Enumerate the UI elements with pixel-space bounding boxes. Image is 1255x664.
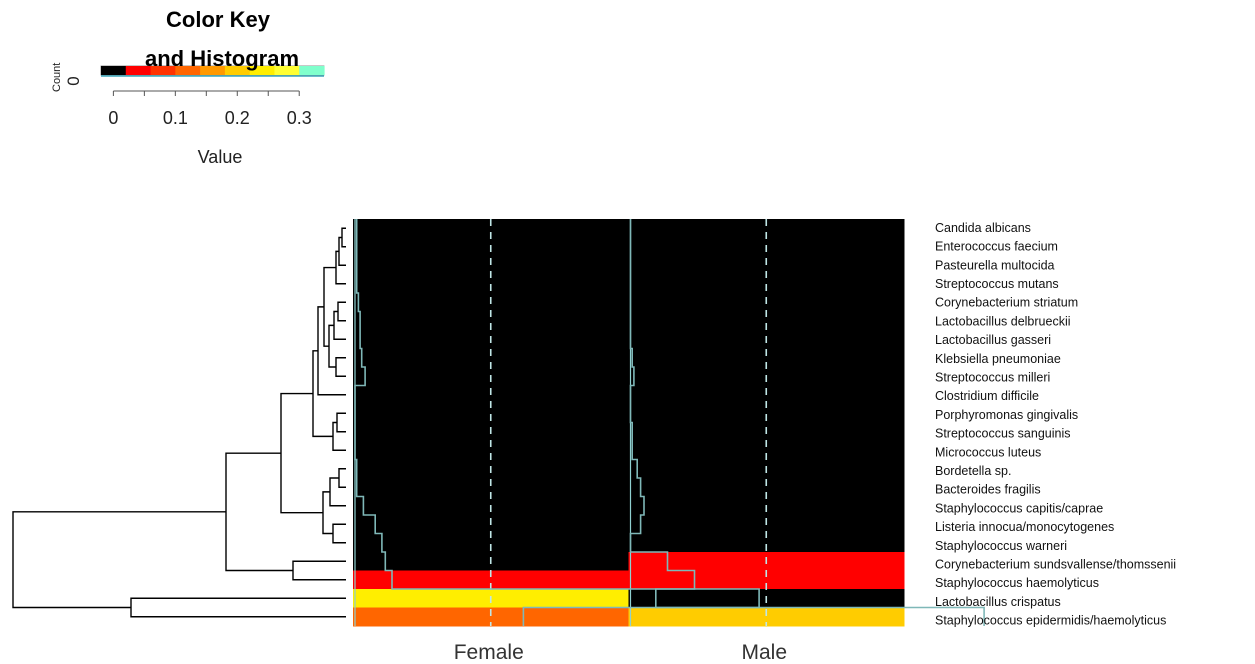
color-key-swatch — [175, 66, 201, 75]
heatmap-cell — [628, 570, 905, 590]
row-label: Candida albicans — [935, 221, 1031, 235]
column-label: Female — [454, 641, 524, 664]
dendrogram-branch — [335, 357, 346, 377]
dendrogram-branch — [292, 560, 346, 581]
row-label: Lactobacillus delbrueckii — [935, 314, 1071, 328]
color-key-swatch — [224, 66, 251, 75]
heatmap-cell — [628, 607, 905, 627]
color-key-tick-label: 0.1 — [163, 108, 188, 128]
column-trace-female — [354, 219, 760, 626]
color-key-count-label: Count — [51, 63, 63, 92]
color-key-swatch — [125, 66, 152, 75]
heatmap-cell — [353, 607, 629, 627]
column-labels: Female Male — [454, 641, 787, 664]
heatmap-cell — [353, 348, 629, 368]
row-label: Staphylococcus epidermidis/haemolyticus — [935, 614, 1166, 628]
row-label: Micrococcus luteus — [935, 445, 1041, 459]
heatmap-cell — [353, 441, 629, 460]
row-label: Streptococcus sanguinis — [935, 427, 1071, 441]
heatmap-cell — [628, 311, 905, 331]
row-label: Porphyromonas gingivalis — [935, 408, 1078, 422]
heatmap-cell — [353, 256, 629, 275]
row-label: Staphylococcus capitis/caprae — [935, 501, 1103, 515]
dendrogram-branch — [341, 227, 346, 248]
heatmap-cells — [353, 219, 905, 627]
color-key-value-label: Value — [198, 147, 243, 167]
dendrogram-branch — [337, 301, 346, 322]
heatmap-cell — [353, 311, 629, 331]
row-label: Listeria innocua/monocytogenes — [935, 520, 1114, 534]
dendrogram-branch — [333, 310, 346, 340]
heatmap-cell — [628, 478, 905, 497]
row-label: Klebsiella pneumoniae — [935, 352, 1061, 366]
row-dendrogram — [12, 227, 346, 618]
row-label: Streptococcus milleri — [935, 370, 1050, 384]
color-key-swatch — [200, 66, 226, 75]
color-key-tick-label: 0 — [108, 108, 118, 128]
row-label: Pasteurella multocida — [935, 258, 1055, 272]
row-label: Streptococcus mutans — [935, 277, 1059, 291]
color-key-swatch — [150, 66, 176, 75]
color-key-swatch — [101, 66, 127, 75]
row-label: Lactobacillus gasseri — [935, 333, 1051, 347]
row-label: Staphylococcus haemolyticus — [935, 576, 1099, 590]
dendrogram-branch — [329, 477, 346, 507]
dendrogram-branch — [130, 597, 346, 618]
color-key-swatch — [274, 66, 300, 75]
dendrogram-branch — [322, 491, 333, 535]
heatmap-cell — [353, 404, 629, 423]
dendrogram-branch — [335, 250, 346, 285]
heatmap-cell — [628, 219, 905, 238]
heatmap-cell — [353, 219, 629, 238]
row-label: Bacteroides fragilis — [935, 483, 1041, 497]
dendrogram-branch — [280, 392, 323, 514]
dendrogram-branch — [338, 468, 346, 488]
heatmap-traces — [354, 219, 985, 626]
row-label: Corynebacterium sundsvallense/thomssenii — [935, 557, 1176, 571]
heatmap-cell — [353, 533, 629, 553]
color-key-title-line2: and Histogram — [145, 46, 299, 71]
color-key-swatch — [299, 66, 325, 75]
color-key-count-zero: 0 — [64, 76, 83, 85]
heatmap-cell — [353, 478, 629, 497]
dendrogram-branch — [336, 412, 346, 433]
row-label: Lactobacillus crispatus — [935, 595, 1061, 609]
heatmap-cell — [353, 570, 629, 590]
dendrogram-branch — [225, 452, 293, 572]
dendrogram-branch — [328, 324, 336, 368]
heatmap-cell — [628, 256, 905, 275]
row-labels: Candida albicans Enterococcus faecium Past… — [935, 221, 1176, 628]
row-label: Staphylococcus warneri — [935, 539, 1067, 553]
heatmap-cell — [628, 404, 905, 423]
color-key-title-line1: Color Key — [166, 7, 271, 32]
color-key: Color Key and Histogram Count 0 0 0.1 0.2 0… — [51, 7, 325, 167]
row-label: Enterococcus faecium — [935, 240, 1058, 254]
row-label: Bordetella sp. — [935, 464, 1011, 478]
heatmap-cell — [628, 533, 905, 553]
heatmap-cell — [628, 441, 905, 460]
row-label: Corynebacterium striatum — [935, 296, 1078, 310]
color-key-tick-label: 0.2 — [225, 108, 250, 128]
column-label: Male — [741, 641, 787, 664]
color-key-swatch — [249, 66, 276, 75]
heatmap-cell — [628, 348, 905, 368]
dendrogram-branch — [332, 523, 346, 544]
dendrogram-branch — [332, 421, 346, 451]
column-trace-male — [629, 219, 985, 626]
dendrogram-branch — [12, 511, 226, 609]
color-key-tick-label: 0.3 — [287, 108, 312, 128]
row-label: Clostridium difficile — [935, 389, 1039, 403]
dendrogram-branch — [312, 350, 333, 438]
